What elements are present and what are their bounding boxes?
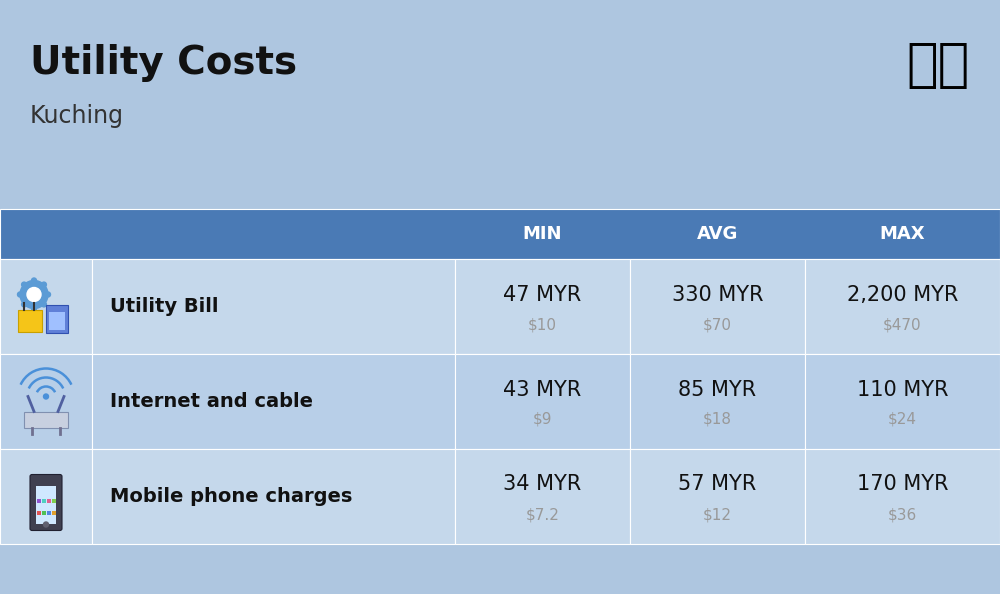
Bar bbox=[630, 354, 805, 449]
Text: MIN: MIN bbox=[523, 225, 562, 243]
Bar bbox=[52, 510, 56, 514]
Bar bbox=[47, 510, 51, 514]
Bar bbox=[42, 498, 46, 503]
Bar bbox=[36, 485, 56, 523]
Bar bbox=[37, 498, 41, 503]
Bar bbox=[42, 510, 46, 514]
Bar bbox=[24, 412, 68, 428]
Circle shape bbox=[32, 306, 36, 311]
Bar bbox=[46, 305, 68, 333]
Text: 170 MYR: 170 MYR bbox=[857, 475, 948, 494]
Text: 57 MYR: 57 MYR bbox=[678, 475, 757, 494]
Text: Internet and cable: Internet and cable bbox=[110, 392, 313, 411]
Bar bbox=[805, 259, 1000, 354]
Text: 🇲🇾: 🇲🇾 bbox=[907, 39, 970, 91]
Circle shape bbox=[32, 278, 36, 283]
Text: $70: $70 bbox=[703, 317, 732, 332]
Bar bbox=[0, 449, 92, 544]
Text: $10: $10 bbox=[528, 317, 557, 332]
Bar bbox=[805, 449, 1000, 544]
Bar bbox=[92, 259, 455, 354]
Text: Utility Costs: Utility Costs bbox=[30, 44, 297, 82]
Bar bbox=[630, 449, 805, 544]
Bar bbox=[0, 354, 92, 449]
Text: AVG: AVG bbox=[697, 225, 738, 243]
Text: 2,200 MYR: 2,200 MYR bbox=[847, 285, 958, 305]
Bar bbox=[805, 354, 1000, 449]
Circle shape bbox=[18, 292, 22, 297]
Text: Mobile phone charges: Mobile phone charges bbox=[110, 487, 352, 506]
Circle shape bbox=[41, 302, 46, 307]
Text: 43 MYR: 43 MYR bbox=[503, 380, 582, 400]
Circle shape bbox=[20, 280, 48, 308]
Circle shape bbox=[41, 282, 46, 287]
Bar bbox=[0, 209, 1000, 259]
Text: $36: $36 bbox=[888, 507, 917, 522]
Circle shape bbox=[44, 394, 48, 399]
Bar bbox=[455, 354, 630, 449]
Text: $24: $24 bbox=[888, 412, 917, 427]
Text: Utility Bill: Utility Bill bbox=[110, 297, 218, 316]
Circle shape bbox=[27, 287, 41, 302]
Bar bbox=[18, 309, 42, 331]
Text: $7.2: $7.2 bbox=[526, 507, 559, 522]
Text: $9: $9 bbox=[533, 412, 552, 427]
Text: $12: $12 bbox=[703, 507, 732, 522]
Bar bbox=[455, 259, 630, 354]
Text: MAX: MAX bbox=[880, 225, 925, 243]
Bar bbox=[37, 510, 41, 514]
Text: 110 MYR: 110 MYR bbox=[857, 380, 948, 400]
Bar bbox=[92, 449, 455, 544]
Text: 85 MYR: 85 MYR bbox=[678, 380, 757, 400]
Circle shape bbox=[22, 302, 27, 307]
Bar bbox=[52, 498, 56, 503]
Text: 330 MYR: 330 MYR bbox=[672, 285, 763, 305]
Bar bbox=[0, 259, 92, 354]
Text: $18: $18 bbox=[703, 412, 732, 427]
Bar bbox=[455, 449, 630, 544]
Circle shape bbox=[22, 282, 27, 287]
Circle shape bbox=[44, 522, 48, 527]
Bar bbox=[47, 498, 51, 503]
Bar bbox=[49, 311, 65, 330]
Text: 47 MYR: 47 MYR bbox=[503, 285, 582, 305]
Text: Kuching: Kuching bbox=[30, 104, 124, 128]
Bar bbox=[630, 259, 805, 354]
Circle shape bbox=[46, 292, 51, 297]
Text: $470: $470 bbox=[883, 317, 922, 332]
Bar bbox=[92, 354, 455, 449]
FancyBboxPatch shape bbox=[30, 475, 62, 530]
Text: 34 MYR: 34 MYR bbox=[503, 475, 582, 494]
